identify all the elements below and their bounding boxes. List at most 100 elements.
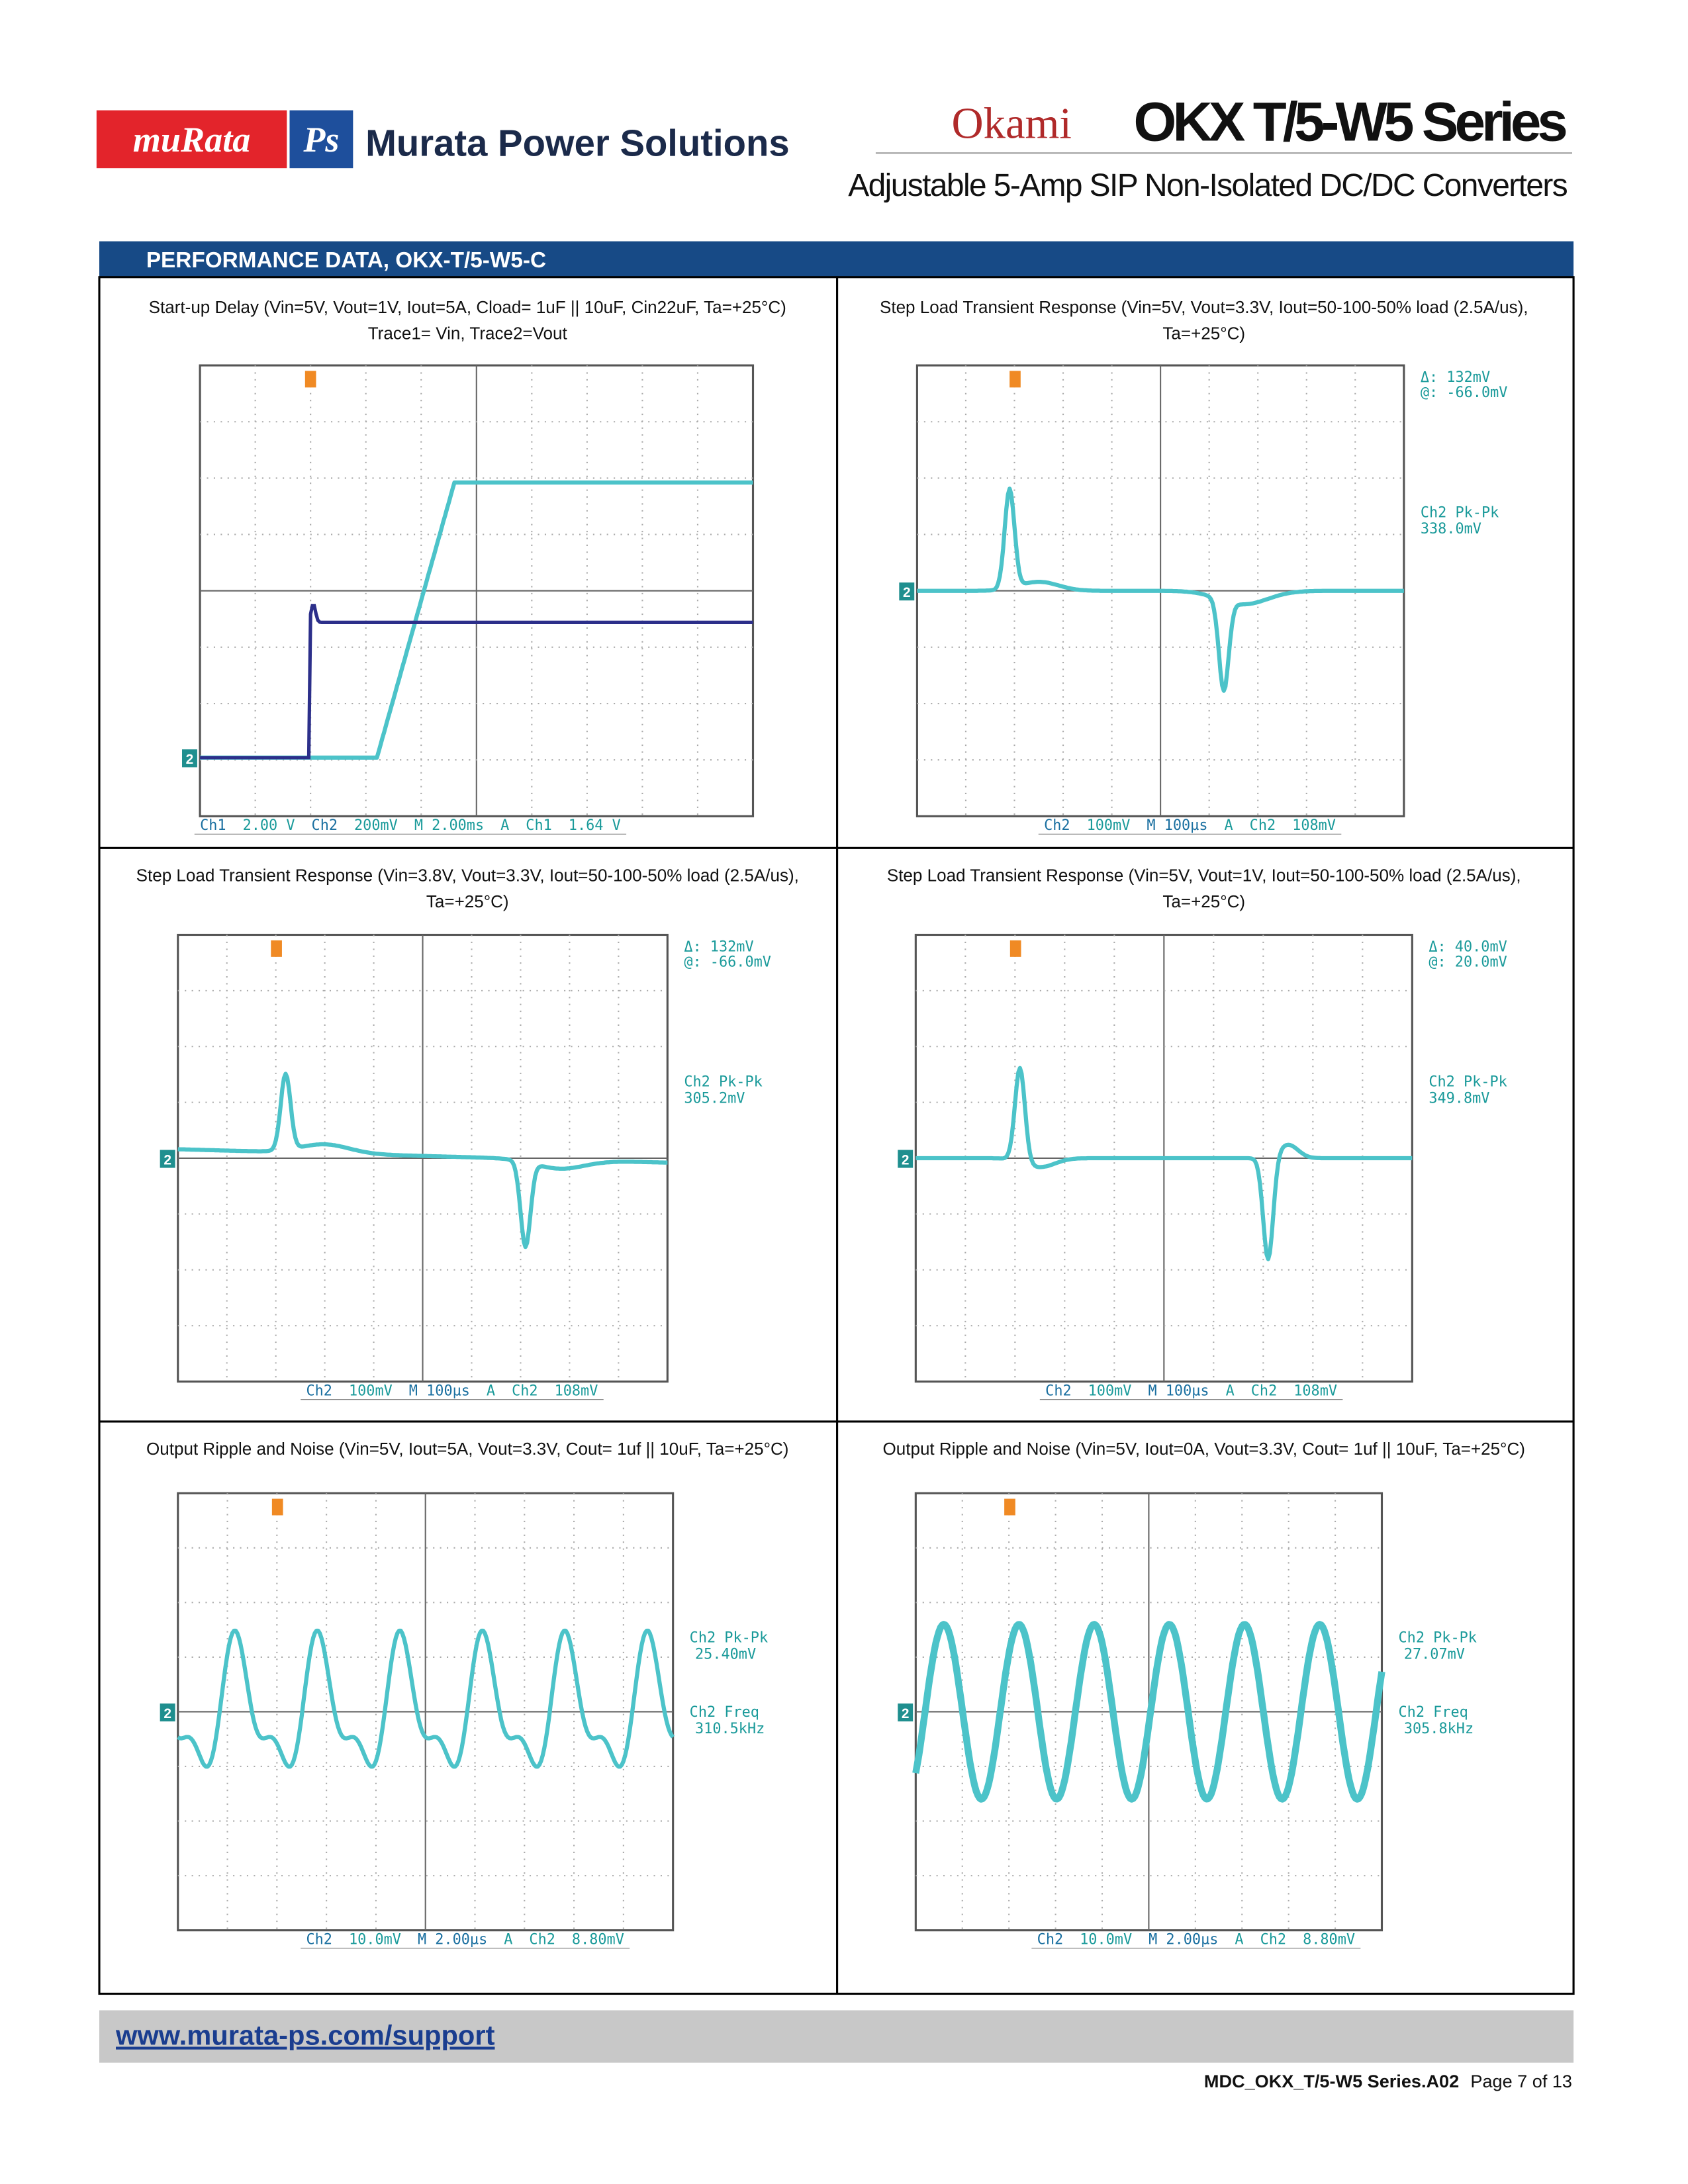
scope-status: 10.0mV	[1080, 1932, 1132, 1948]
caption: Ta=+25°C)	[1162, 324, 1245, 343]
scope-status: A	[1235, 1932, 1243, 1948]
trigger-marker	[1009, 940, 1021, 957]
scope-trace	[916, 486, 1405, 693]
scope-readout: Ch2 Pk-Pk	[1429, 1074, 1507, 1091]
scope-readout: Δ: 132mV	[684, 939, 753, 956]
scope-trace	[177, 1628, 675, 1769]
scope-status: M 2.00µs	[1149, 1932, 1218, 1948]
scope-status: 10.0mV	[349, 1932, 401, 1948]
scope-status: 108mV	[555, 1383, 598, 1399]
scope-status: Ch2	[306, 1932, 332, 1948]
scope-readout: 349.8mV	[1429, 1091, 1489, 1107]
scope-readout: Ch2 Freq	[690, 1704, 759, 1721]
scope-status: Ch1	[526, 817, 551, 834]
scope-readout: Δ: 132mV	[1421, 369, 1490, 386]
scope-status: M 100µs	[409, 1383, 470, 1399]
scope-readout: Δ: 40.0mV	[1429, 939, 1507, 956]
scope-status: A	[1225, 817, 1233, 834]
doc-id: MDC_OKX_T/5-W5 Series.A02	[1204, 2071, 1459, 2091]
scope-status: Ch2	[512, 1383, 538, 1399]
scope-status: M 2.00ms	[414, 817, 484, 834]
section-title: PERFORMANCE DATA, OKX-T/5-W5-C	[146, 248, 546, 273]
logo-box	[96, 110, 287, 169]
channel-marker-box	[898, 1703, 914, 1722]
scope-status: Ch2	[312, 817, 338, 834]
caption: Step Load Transient Response (Vin=5V, Vo…	[880, 297, 1528, 317]
caption: Ta=+25°C)	[1162, 891, 1245, 911]
scope-status: M 2.00µs	[418, 1932, 487, 1948]
scope-status: Ch2	[529, 1932, 555, 1948]
scope-status: Ch2	[1044, 817, 1070, 834]
channel-marker: 2	[164, 1706, 171, 1721]
scope-status: Ch2	[1250, 817, 1276, 834]
scope-readout: Ch2 Pk-Pk	[1421, 504, 1499, 521]
brand: Okami	[952, 99, 1072, 148]
scope-status: 8.80mV	[1303, 1932, 1355, 1948]
scope-trace	[915, 1066, 1413, 1261]
company: Murata Power Solutions	[365, 122, 790, 163]
scope-status: A	[1226, 1383, 1235, 1399]
scope-status: 108mV	[1292, 817, 1336, 834]
scope-readout: @: -66.0mV	[684, 954, 771, 970]
scope-readout: Ch2 Freq	[1399, 1704, 1468, 1721]
logo-mark: Ps	[303, 120, 339, 159]
subtitle: Adjustable 5-Amp SIP Non-Isolated DC/DC …	[848, 168, 1568, 203]
caption: Ta=+25°C)	[426, 891, 509, 911]
section-bar	[99, 241, 1574, 277]
scope-status: 100mV	[1088, 1383, 1132, 1399]
scope-status: Ch2	[1260, 1932, 1286, 1948]
scope-status: Ch1	[200, 817, 226, 834]
scope-status: A	[487, 1383, 495, 1399]
scope-status: A	[504, 1932, 512, 1948]
channel-marker: 2	[186, 752, 194, 767]
channel-marker-box	[160, 1150, 175, 1168]
scope-status: 100mV	[1087, 817, 1131, 834]
series: OKX T/5-W5 Series	[1134, 91, 1568, 152]
caption: Step Load Transient Response (Vin=3.8V, …	[136, 865, 799, 885]
scope-readout: 27.07mV	[1404, 1646, 1465, 1662]
scope-readout: @: 20.0mV	[1429, 954, 1507, 970]
scope-status: M 100µs	[1148, 1383, 1209, 1399]
caption: Output Ripple and Noise (Vin=5V, Iout=0A…	[883, 1439, 1525, 1459]
caption: Step Load Transient Response (Vin=5V, Vo…	[887, 865, 1521, 885]
footer-bar	[99, 2010, 1574, 2063]
scope-readout: 310.5kHz	[695, 1721, 765, 1737]
trigger-marker	[271, 940, 282, 957]
scope-readout: Ch2 Pk-Pk	[690, 1629, 768, 1646]
scope-status: A	[500, 817, 509, 834]
scope-status: Ch2	[1045, 1383, 1071, 1399]
channel-marker: 2	[164, 1152, 171, 1167]
trigger-marker	[271, 1498, 283, 1516]
page-number: Page 7 of 13	[1470, 2071, 1572, 2091]
scope-status: 1.64 V	[569, 817, 621, 834]
scope-status: 2.00 V	[243, 817, 295, 834]
channel-marker-box	[898, 1150, 914, 1168]
caption: Trace1= Vin, Trace2=Vout	[368, 324, 568, 343]
logo: muRata	[133, 120, 251, 159]
scope-readout: Ch2 Pk-Pk	[1399, 1629, 1477, 1646]
scope-readout: 305.8kHz	[1404, 1721, 1474, 1737]
scope-trace	[912, 1621, 1385, 1803]
footer-url[interactable]: www.murata-ps.com/support	[115, 2020, 495, 2051]
channel-marker: 2	[902, 1152, 910, 1167]
scope-status: 100mV	[349, 1383, 393, 1399]
channel-marker: 2	[903, 585, 911, 600]
scope-status: M 100µs	[1147, 817, 1207, 834]
scope-status: Ch2	[1037, 1932, 1063, 1948]
scope-status: Ch2	[1251, 1383, 1277, 1399]
logo-mark-box	[289, 110, 353, 169]
channel-marker-box	[160, 1703, 175, 1722]
scope-status: 8.80mV	[572, 1932, 624, 1948]
scope-trace	[200, 604, 753, 760]
channel-marker-box	[899, 582, 915, 601]
trigger-marker	[1009, 371, 1021, 388]
channel-marker: 2	[902, 1706, 910, 1721]
scope-status: Ch2	[306, 1383, 332, 1399]
trigger-marker	[305, 371, 316, 388]
scope-readout: @: -66.0mV	[1421, 385, 1508, 401]
scope-readout: 305.2mV	[684, 1091, 745, 1107]
scope-readout: 25.40mV	[695, 1646, 756, 1662]
scope-status: 200mV	[354, 817, 398, 834]
